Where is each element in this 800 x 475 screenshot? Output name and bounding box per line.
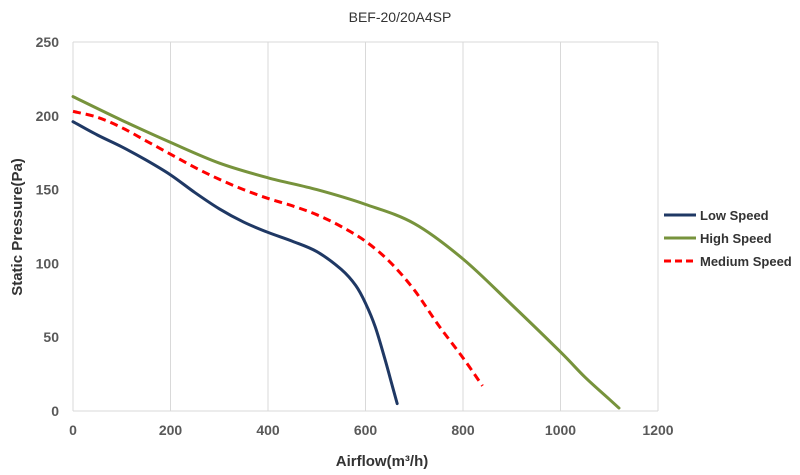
grid [72,41,659,411]
legend-label: Medium Speed [700,254,792,269]
legend-label: High Speed [700,231,772,246]
legend-item-low-speed: Low Speed [664,208,769,223]
legend-item-high-speed: High Speed [664,231,772,246]
x-tick-label: 1000 [545,422,576,438]
series-line-high-speed [71,95,621,410]
y-axis-label: Static Pressure(Pa) [9,158,26,296]
x-axis-label: Airflow(m³/h) [336,453,428,470]
y-tick-label: 0 [51,403,59,419]
series-lines [71,95,621,410]
y-tick-label: 200 [36,108,60,124]
x-tick-label: 0 [69,422,77,438]
x-tick-label: 400 [256,422,280,438]
x-tick-label: 600 [354,422,378,438]
x-tick-label: 800 [451,422,475,438]
legend: Low Speed High Speed Medium Speed [664,208,792,269]
y-tick-label: 50 [43,329,59,345]
y-tick-label: 100 [36,255,60,271]
y-tick-label: 150 [36,182,60,198]
axes: 0 200 400 600 800 1000 1200 0 50 100 150 200 250 [36,34,674,438]
y-tick-label: 250 [36,34,60,50]
legend-item-medium-speed: Medium Speed [664,254,792,269]
x-tick-label: 1200 [642,422,673,438]
legend-label: Low Speed [700,208,769,223]
x-tick-label: 200 [159,422,183,438]
series-line-medium-speed [72,109,484,387]
chart-title: BEF-20/20A4SP [349,9,452,25]
series-line-low-speed [71,120,399,406]
